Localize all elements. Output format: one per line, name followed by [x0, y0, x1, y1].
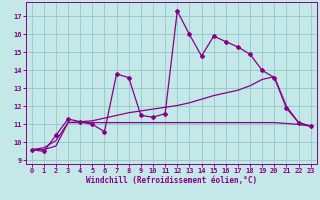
- X-axis label: Windchill (Refroidissement éolien,°C): Windchill (Refroidissement éolien,°C): [86, 176, 257, 185]
